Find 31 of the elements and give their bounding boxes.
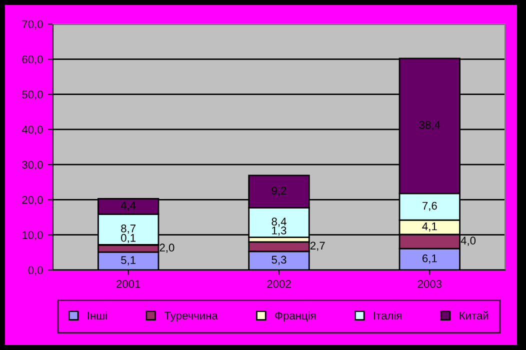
data-label: 38,4	[419, 121, 440, 130]
y-tick-label: 20,0	[22, 196, 43, 206]
y-tick-label: 60,0	[22, 55, 43, 65]
legend-label: Туреччина	[164, 312, 218, 322]
data-label: 0,1	[121, 234, 136, 244]
x-tick-label: 2002	[267, 280, 291, 288]
legend-label: Китай	[460, 311, 488, 320]
y-tick-label: 50,0	[22, 90, 43, 100]
data-label: 5,3	[272, 256, 286, 265]
data-label: 8,4	[272, 218, 286, 227]
y-tick-label: 40,0	[22, 126, 43, 135]
data-label: 4,4	[120, 202, 136, 211]
legend-label: Італія	[374, 311, 402, 320]
data-label: 7,6	[422, 202, 437, 212]
data-label: 6,1	[422, 254, 437, 264]
legend-label: Франція	[275, 311, 316, 322]
y-tick-label: 70,0	[22, 20, 43, 30]
data-label: 2,0	[160, 244, 174, 253]
x-tick-label: 2003	[418, 280, 442, 288]
data-label: 9,2	[272, 186, 286, 196]
data-label: 4,0	[460, 236, 476, 246]
x-tick-label: 2001	[116, 280, 140, 288]
legend-label: Інші	[88, 311, 107, 320]
data-label: 5,1	[121, 256, 136, 266]
y-tick-label: 10,0	[22, 231, 43, 240]
data-label: 8,7	[121, 224, 136, 234]
data-label: 2,7	[310, 242, 325, 251]
y-tick-label: 30,0	[22, 160, 43, 170]
data-label: 1,3	[272, 226, 286, 236]
y-tick-label: 0,0	[28, 266, 43, 276]
data-label: 4,1	[422, 222, 437, 232]
